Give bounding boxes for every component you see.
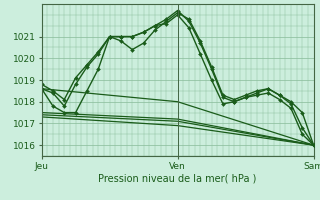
X-axis label: Pression niveau de la mer( hPa ): Pression niveau de la mer( hPa ): [99, 173, 257, 183]
